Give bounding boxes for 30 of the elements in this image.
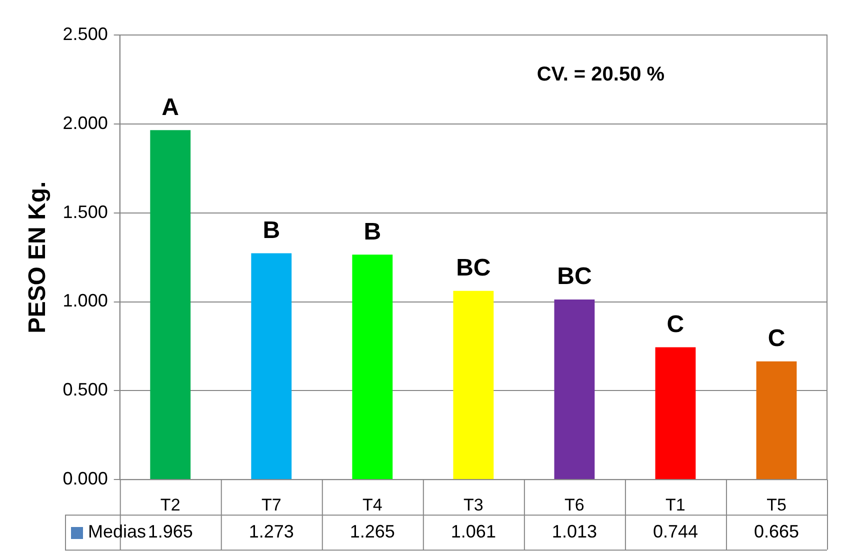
- data-label: 1.965: [148, 522, 193, 542]
- annotation: C: [666, 310, 684, 338]
- x-tick-label: T7: [261, 495, 282, 514]
- annotation: BC: [557, 263, 592, 290]
- annotation: B: [262, 216, 280, 244]
- x-tick-label: T2: [160, 495, 180, 514]
- data-label: 0.744: [652, 522, 698, 542]
- y-axis-title: PESO EN Kg.: [24, 181, 52, 334]
- data-label: 1.273: [248, 522, 294, 542]
- x-tick-label: T1: [666, 495, 686, 514]
- annotation: CV. = 20.50 %: [536, 64, 665, 86]
- x-tick-label: T3: [464, 495, 484, 514]
- data-label: 1.265: [350, 522, 395, 542]
- text: Medias: [88, 522, 146, 542]
- y-tick-label: 2.000: [62, 112, 108, 133]
- data-label: 0.665: [754, 522, 800, 542]
- x-tick-label: T6: [564, 495, 584, 514]
- y-tick-label: 1.000: [62, 290, 108, 311]
- annotation: B: [364, 218, 382, 246]
- annotation: C: [768, 324, 786, 352]
- annotation: A: [162, 94, 180, 121]
- y-tick-label: 1.500: [62, 202, 108, 222]
- y-tick-label: 0.000: [62, 468, 108, 489]
- y-tick-label: 2.500: [62, 24, 108, 44]
- x-tick-label: T5: [766, 495, 786, 514]
- data-label: 1.013: [552, 522, 597, 542]
- data-label: 1.061: [450, 522, 496, 542]
- annotation: BC: [456, 254, 491, 282]
- x-tick-label: T4: [362, 495, 382, 514]
- y-tick-label: 0.500: [62, 380, 108, 400]
